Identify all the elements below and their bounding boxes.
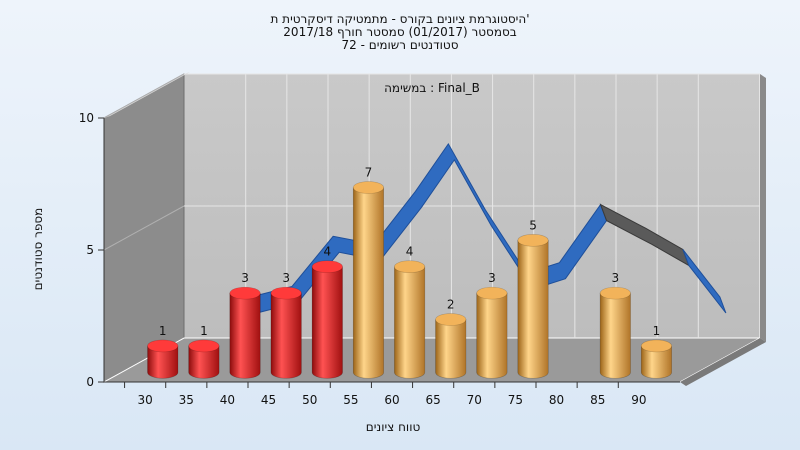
bar-body <box>229 292 261 379</box>
bar-55 <box>352 181 384 379</box>
x-tick-label: 50 <box>302 393 317 407</box>
bar-85 <box>599 286 631 379</box>
x-tick-label: 30 <box>138 393 153 407</box>
chart-right-edge <box>760 74 766 342</box>
bar-90 <box>640 339 672 379</box>
bar-body <box>270 292 302 379</box>
bar-cap <box>270 286 302 300</box>
bar-cap <box>188 339 220 353</box>
bar-value-label: 1 <box>200 324 208 338</box>
bar-value-label: 4 <box>406 245 414 259</box>
chart-subtitle: במשימה : Final_B <box>384 81 480 95</box>
x-tick-label: 90 <box>631 393 646 407</box>
bar-value-label: 7 <box>365 166 373 180</box>
gridline-left-wall <box>103 73 185 119</box>
chart-front-edge <box>680 338 766 386</box>
bar-value-label: 1 <box>159 324 167 338</box>
x-tick-label: 35 <box>179 393 194 407</box>
x-tick-label: 80 <box>549 393 564 407</box>
y-tick-label: 5 <box>86 243 94 257</box>
y-axis-label: מספר סטודנטים <box>31 208 45 291</box>
bar-75 <box>517 234 549 379</box>
x-tick-label: 60 <box>384 393 399 407</box>
bar-value-label: 5 <box>529 218 537 232</box>
bar-value-label: 3 <box>241 271 249 285</box>
bar-body <box>517 240 549 379</box>
bar-value-label: 3 <box>611 271 619 285</box>
x-tick-label: 45 <box>261 393 276 407</box>
y-tick-label: 0 <box>86 375 94 389</box>
bar-cap <box>394 260 426 274</box>
bar-35 <box>188 339 220 379</box>
x-tick-label: 55 <box>343 393 358 407</box>
bar-body <box>599 292 631 379</box>
bar-value-label: 2 <box>447 298 455 312</box>
bar-50 <box>311 260 343 379</box>
bar-value-label: 3 <box>488 271 496 285</box>
x-tick-label: 75 <box>508 393 523 407</box>
bar-body <box>352 187 384 379</box>
x-tick-label: 40 <box>220 393 235 407</box>
bar-value-label: 1 <box>653 324 661 338</box>
bar-cap <box>435 313 467 326</box>
distribution-curve-tail <box>682 249 727 314</box>
bar-cap <box>147 339 179 353</box>
gridline-left-wall <box>103 205 185 251</box>
chart-title-line-1: היסטוגרמת ציונים בקורס - מתמטיקה דיסקרטי… <box>270 12 530 26</box>
chart-title-line-3: סטודנטים רשומים - 72 <box>341 38 459 52</box>
bar-cap <box>352 181 384 194</box>
bar-cap <box>229 286 261 300</box>
bar-body <box>476 292 508 379</box>
bar-30 <box>147 339 179 379</box>
bar-65 <box>435 313 467 379</box>
bar-body <box>147 345 179 379</box>
bar-cap <box>311 260 343 274</box>
bar-value-label: 3 <box>282 271 290 285</box>
bar-40 <box>229 286 261 379</box>
bar-body <box>394 266 426 379</box>
bar-cap <box>517 234 549 247</box>
chart-title-line-2: בסמסטר (01/2017) סמסטר חורף 2017/18 <box>283 25 517 39</box>
x-tick-label: 70 <box>467 393 482 407</box>
bar-body <box>435 319 467 379</box>
bar-body <box>640 345 672 379</box>
x-axis-label: טווח ציונים <box>366 420 421 434</box>
bar-body <box>188 345 220 379</box>
bar-body <box>311 266 343 379</box>
bar-cap <box>640 339 672 353</box>
bar-70 <box>476 286 508 379</box>
x-tick-label: 85 <box>590 393 605 407</box>
bar-cap <box>476 286 508 300</box>
bar-value-label: 4 <box>323 245 331 259</box>
y-tick-label: 10 <box>79 111 94 125</box>
bar-60 <box>394 260 426 379</box>
x-tick-label: 65 <box>426 393 441 407</box>
bar-cap <box>599 286 631 300</box>
bar-45 <box>270 286 302 379</box>
